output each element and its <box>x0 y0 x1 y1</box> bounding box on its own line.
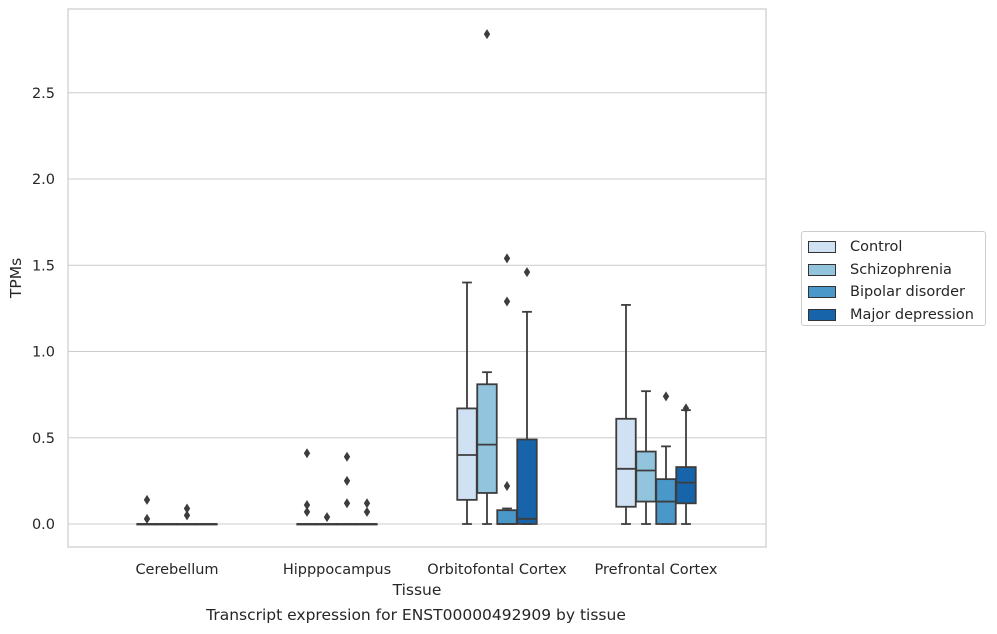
box-body <box>675 466 697 505</box>
box-2-0 <box>456 281 478 525</box>
box-0-2 <box>176 503 198 526</box>
box-2-3 <box>516 267 538 525</box>
legend-swatch <box>808 263 836 276</box>
x-tick-label: Hipppocampus <box>283 562 391 578</box>
box-3-3 <box>675 403 697 525</box>
outlier-point <box>343 451 351 462</box>
box-2-1 <box>476 29 498 525</box>
legend-swatch <box>808 286 836 299</box>
outlier-point <box>503 481 511 492</box>
outlier-point <box>303 506 311 517</box>
outlier-point <box>143 494 151 505</box>
y-tick-label: 0.0 <box>32 517 55 533</box>
y-tick-label: 0.5 <box>32 431 55 447</box>
gridlines <box>68 92 766 525</box>
y-axis-label: TPMs <box>7 258 25 299</box>
box-2-2 <box>496 253 518 525</box>
box-1-3 <box>356 498 378 526</box>
box-3-0 <box>615 304 637 525</box>
legend-label: Bipolar disorder <box>850 284 965 301</box>
legend-label: Major depression <box>850 306 974 323</box>
plot-frame <box>67 8 767 548</box>
outlier-point <box>183 510 191 521</box>
legend-item: Schizophrenia <box>808 259 985 282</box>
y-tick-label: 2.0 <box>32 172 55 188</box>
box-0-3 <box>196 523 218 526</box>
legend-label: Schizophrenia <box>850 261 952 278</box>
box-body <box>635 450 657 503</box>
boxes <box>136 29 697 526</box>
tick-labels: 0.0 0.5 1.0 1.5 2.0 2.5 Cerebellum Hipppocampus… <box>32 86 718 578</box>
legend-label: Control <box>850 239 903 256</box>
legend-item: Major depression <box>808 304 985 327</box>
box-body <box>615 417 637 508</box>
chart-title: Transcript expression for ENST0000049290… <box>206 606 626 624</box>
box-3-2 <box>655 391 677 525</box>
outlier-point <box>183 503 191 514</box>
outlier-point <box>363 506 371 517</box>
outlier-point <box>503 253 511 264</box>
legend-item: Bipolar disorder <box>808 281 985 304</box>
outlier-point <box>343 498 351 509</box>
legend-swatch <box>808 241 836 254</box>
x-tick-label: Cerebellum <box>135 562 218 578</box>
legend-swatch <box>808 308 836 321</box>
outlier-point <box>303 500 311 511</box>
box-body <box>516 438 538 525</box>
outlier-point <box>363 498 371 509</box>
outlier-point <box>483 29 491 40</box>
x-tick-label: Prefrontal Cortex <box>595 562 718 578</box>
box-body <box>476 383 498 494</box>
box-1-2 <box>336 451 358 526</box>
outlier-point <box>303 448 311 459</box>
legend: Control Schizophrenia Bipolar disorder Majo… <box>801 231 986 326</box>
box-3-1 <box>635 390 657 525</box>
outlier-point <box>343 475 351 486</box>
x-tick-label: Orbitofontal Cortex <box>427 562 567 578</box>
y-tick-label: 2.5 <box>32 86 55 102</box>
outlier-point <box>523 267 531 278</box>
box-1-0 <box>296 448 318 526</box>
y-tick-label: 1.0 <box>32 345 55 361</box>
box-0-0 <box>136 494 158 526</box>
outlier-point <box>503 296 511 307</box>
legend-item: Control <box>808 236 985 259</box>
outlier-point <box>143 513 151 524</box>
y-tick-label: 1.5 <box>32 258 55 274</box>
outlier-point <box>323 512 331 523</box>
box-0-1 <box>156 523 178 526</box>
outlier-point <box>682 403 690 414</box>
outlier-point <box>662 391 670 402</box>
box-1-1 <box>316 512 338 526</box>
x-axis-label: Tissue <box>392 581 442 599</box>
box-body <box>496 509 518 525</box>
